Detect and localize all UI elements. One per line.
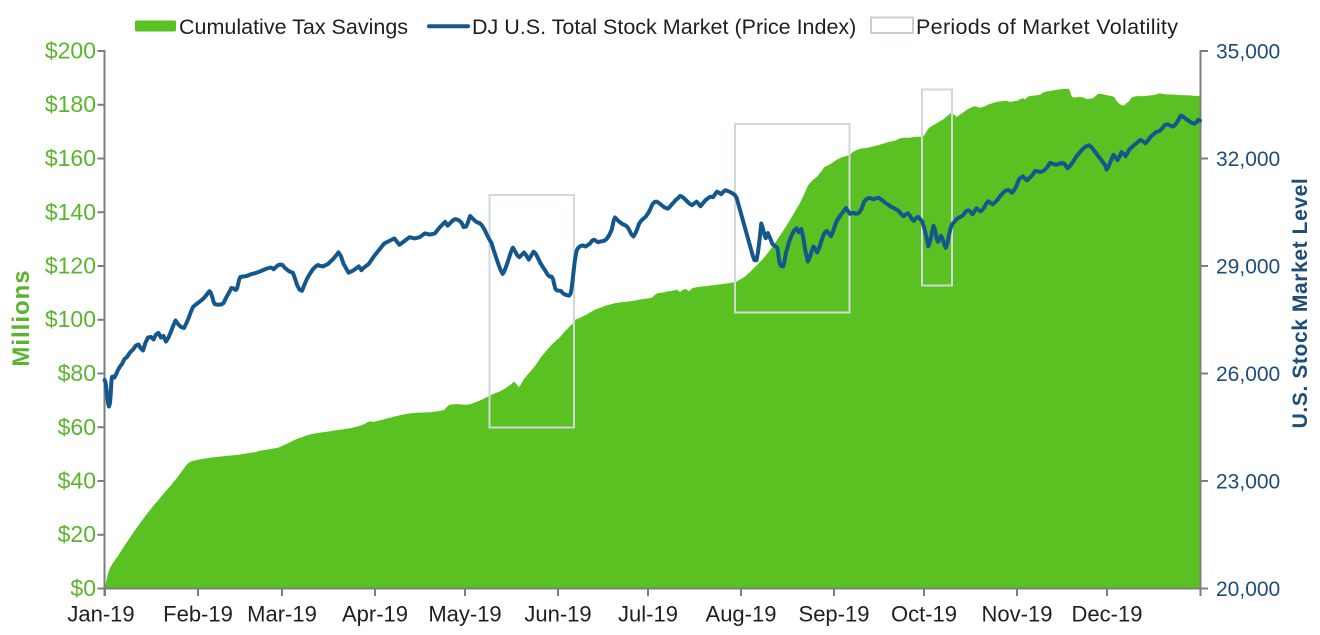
svg-text:Sep-19: Sep-19 — [799, 602, 870, 627]
svg-text:Millions: Millions — [8, 269, 35, 366]
svg-text:23,000: 23,000 — [1216, 471, 1280, 494]
svg-text:$180: $180 — [45, 91, 96, 117]
svg-text:DJ U.S. Total Stock Market (Pr: DJ U.S. Total Stock Market (Price Index) — [472, 15, 856, 39]
svg-text:$0: $0 — [70, 575, 96, 601]
svg-text:May-19: May-19 — [428, 602, 501, 627]
svg-text:29,000: 29,000 — [1216, 256, 1280, 279]
svg-text:$140: $140 — [45, 199, 96, 225]
svg-text:$20: $20 — [58, 521, 96, 547]
svg-text:$80: $80 — [58, 360, 96, 386]
svg-text:$200: $200 — [45, 38, 96, 64]
svg-text:$60: $60 — [58, 414, 96, 440]
svg-text:Oct-19: Oct-19 — [891, 602, 957, 627]
svg-text:26,000: 26,000 — [1216, 363, 1280, 386]
svg-text:$100: $100 — [45, 306, 96, 332]
svg-text:Apr-19: Apr-19 — [342, 602, 408, 627]
svg-text:Jun-19: Jun-19 — [524, 602, 591, 627]
svg-text:U.S. Stock Market Level: U.S. Stock Market Level — [1289, 178, 1312, 429]
svg-text:Dec-19: Dec-19 — [1072, 602, 1143, 627]
svg-text:Nov-19: Nov-19 — [982, 602, 1053, 627]
svg-text:20,000: 20,000 — [1216, 578, 1280, 601]
svg-text:$120: $120 — [45, 253, 96, 279]
svg-text:Periods of Market Volatility: Periods of Market Volatility — [916, 15, 1178, 39]
svg-text:Jul-19: Jul-19 — [618, 602, 678, 627]
svg-text:35,000: 35,000 — [1216, 41, 1280, 64]
svg-text:Mar-19: Mar-19 — [247, 602, 317, 627]
svg-text:Cumulative Tax Savings: Cumulative Tax Savings — [179, 15, 408, 39]
svg-text:Aug-19: Aug-19 — [706, 602, 777, 627]
svg-text:Feb-19: Feb-19 — [163, 602, 233, 627]
svg-text:$160: $160 — [45, 145, 96, 171]
svg-text:$40: $40 — [58, 468, 96, 494]
svg-text:Jan-19: Jan-19 — [67, 602, 134, 627]
svg-text:32,000: 32,000 — [1216, 148, 1280, 171]
